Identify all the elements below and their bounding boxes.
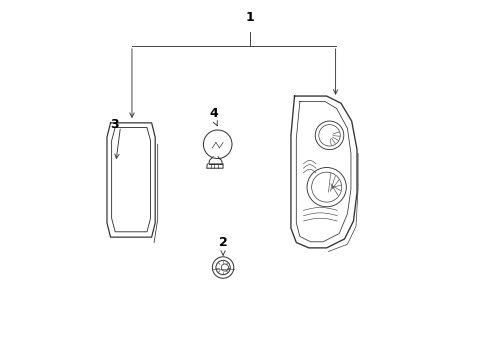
Text: 1: 1 — [245, 11, 254, 24]
Text: 2: 2 — [218, 236, 227, 249]
Text: 3: 3 — [110, 118, 118, 131]
Text: 4: 4 — [209, 107, 218, 120]
